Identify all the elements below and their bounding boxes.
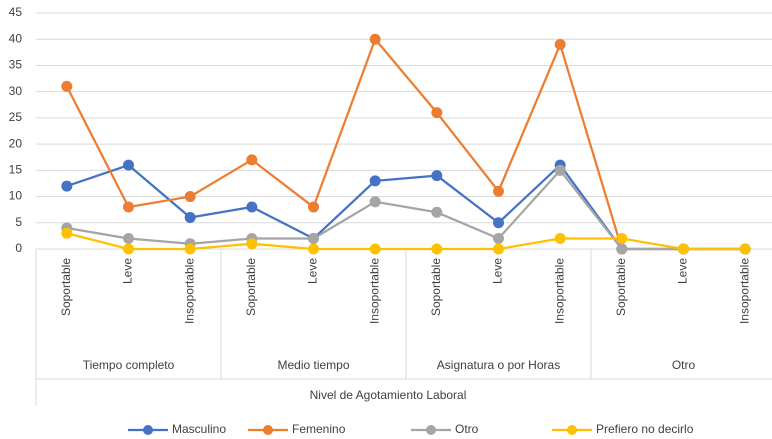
data-point (184, 243, 196, 255)
series-line (66, 169, 746, 251)
data-point (554, 38, 566, 50)
y-tick-label: 25 (9, 110, 23, 124)
group-label: Otro (672, 358, 696, 372)
group-label: Tiempo completo (83, 358, 175, 372)
data-point (431, 206, 443, 218)
y-tick-label: 20 (9, 136, 23, 150)
x-tick-label: Soportable (614, 258, 628, 316)
y-tick-label: 10 (9, 189, 23, 203)
y-tick-label: 35 (9, 58, 23, 72)
y-tick-label: 45 (9, 5, 23, 19)
data-point (61, 80, 73, 92)
x-tick-label: Leve (491, 258, 505, 284)
x-tick-label: Insoportable (737, 258, 751, 324)
legend-marker (143, 425, 153, 435)
y-tick-label: 5 (15, 215, 22, 229)
data-point (431, 107, 443, 119)
data-point (369, 196, 381, 208)
x-tick-label: Insoportable (182, 258, 196, 324)
group-label: Medio tiempo (277, 358, 349, 372)
data-point (123, 233, 134, 245)
data-point (123, 243, 134, 255)
data-point (246, 201, 258, 213)
legend-marker (426, 425, 436, 435)
x-tick-label: Insoportable (367, 258, 381, 324)
data-point (61, 227, 73, 239)
x-tick-label: Leve (676, 258, 690, 284)
y-tick-label: 0 (15, 241, 22, 255)
data-point (308, 201, 319, 213)
y-tick-label: 30 (9, 84, 23, 98)
data-point (369, 33, 381, 45)
y-tick-label: 15 (9, 163, 23, 177)
data-point (123, 159, 134, 171)
y-tick-label: 40 (9, 31, 23, 45)
data-point (554, 164, 566, 176)
x-axis-title: Nivel de Agotamiento Laboral (310, 388, 467, 402)
x-tick-label: Leve (306, 258, 320, 284)
data-point (493, 185, 504, 197)
data-point (739, 243, 751, 255)
x-tick-label: Soportable (59, 258, 73, 316)
series-line (66, 232, 746, 251)
legend-label: Otro (455, 422, 479, 436)
x-tick-label: Leve (121, 258, 135, 284)
legend-label: Prefiero no decirlo (596, 422, 694, 436)
data-point (616, 243, 628, 255)
data-point (554, 233, 566, 245)
legend-label: Femenino (292, 422, 346, 436)
data-point (123, 201, 134, 213)
data-point (369, 175, 381, 187)
data-point (184, 212, 196, 224)
x-tick-label: Soportable (429, 258, 443, 316)
data-point (308, 233, 319, 245)
data-point (369, 243, 381, 255)
data-point (493, 243, 504, 255)
data-point (616, 233, 628, 245)
data-point (246, 154, 258, 166)
x-tick-label: Insoportable (552, 258, 566, 324)
data-point (431, 243, 443, 255)
data-point (493, 233, 504, 245)
data-point (678, 243, 689, 255)
legend-marker (567, 425, 577, 435)
data-point (493, 217, 504, 229)
legend-marker (263, 425, 273, 435)
data-point (431, 170, 443, 182)
data-point (184, 191, 196, 203)
group-label: Asignatura o por Horas (437, 358, 560, 372)
x-tick-label: Soportable (244, 258, 258, 316)
data-point (61, 180, 73, 192)
data-point (308, 243, 319, 255)
data-point (246, 238, 258, 250)
legend-label: Masculino (172, 422, 226, 436)
